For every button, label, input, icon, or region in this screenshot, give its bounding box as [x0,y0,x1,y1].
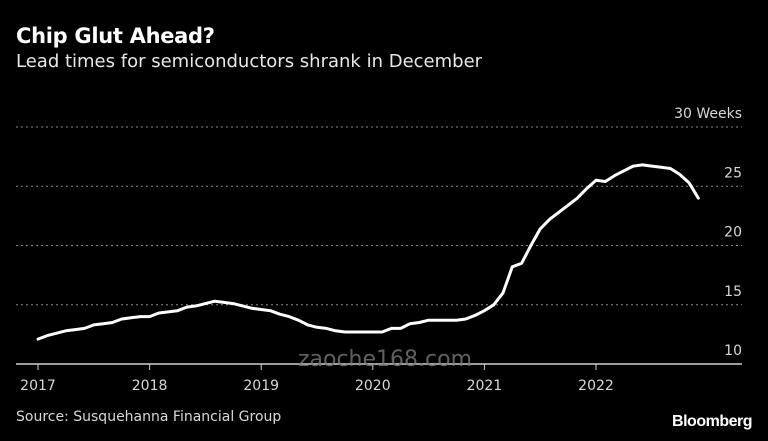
x-tick-label: 2018 [132,378,168,394]
series-line [36,163,700,341]
y-tick-label: 20 [724,225,742,241]
x-tick-label: 2022 [578,378,614,394]
y-tick-label: 10 [724,343,742,359]
y-tick-label: 15 [724,284,742,300]
x-tick-label: 2020 [355,378,391,394]
y-tick-label: 25 [724,165,742,181]
x-tick-label: 2017 [20,378,56,394]
x-tick-label: 2021 [467,378,503,394]
watermark: zaoche168.com [298,347,472,372]
chart-title: Chip Glut Ahead? [16,24,215,48]
chart-subtitle: Lead times for semiconductors shrank in … [16,51,483,72]
bloomberg-logo: Bloomberg [672,413,752,430]
source-note: Source: Susquehanna Financial Group [16,409,282,425]
y-tick-label: 30 Weeks [674,106,742,122]
x-tick-label: 2019 [243,378,279,394]
